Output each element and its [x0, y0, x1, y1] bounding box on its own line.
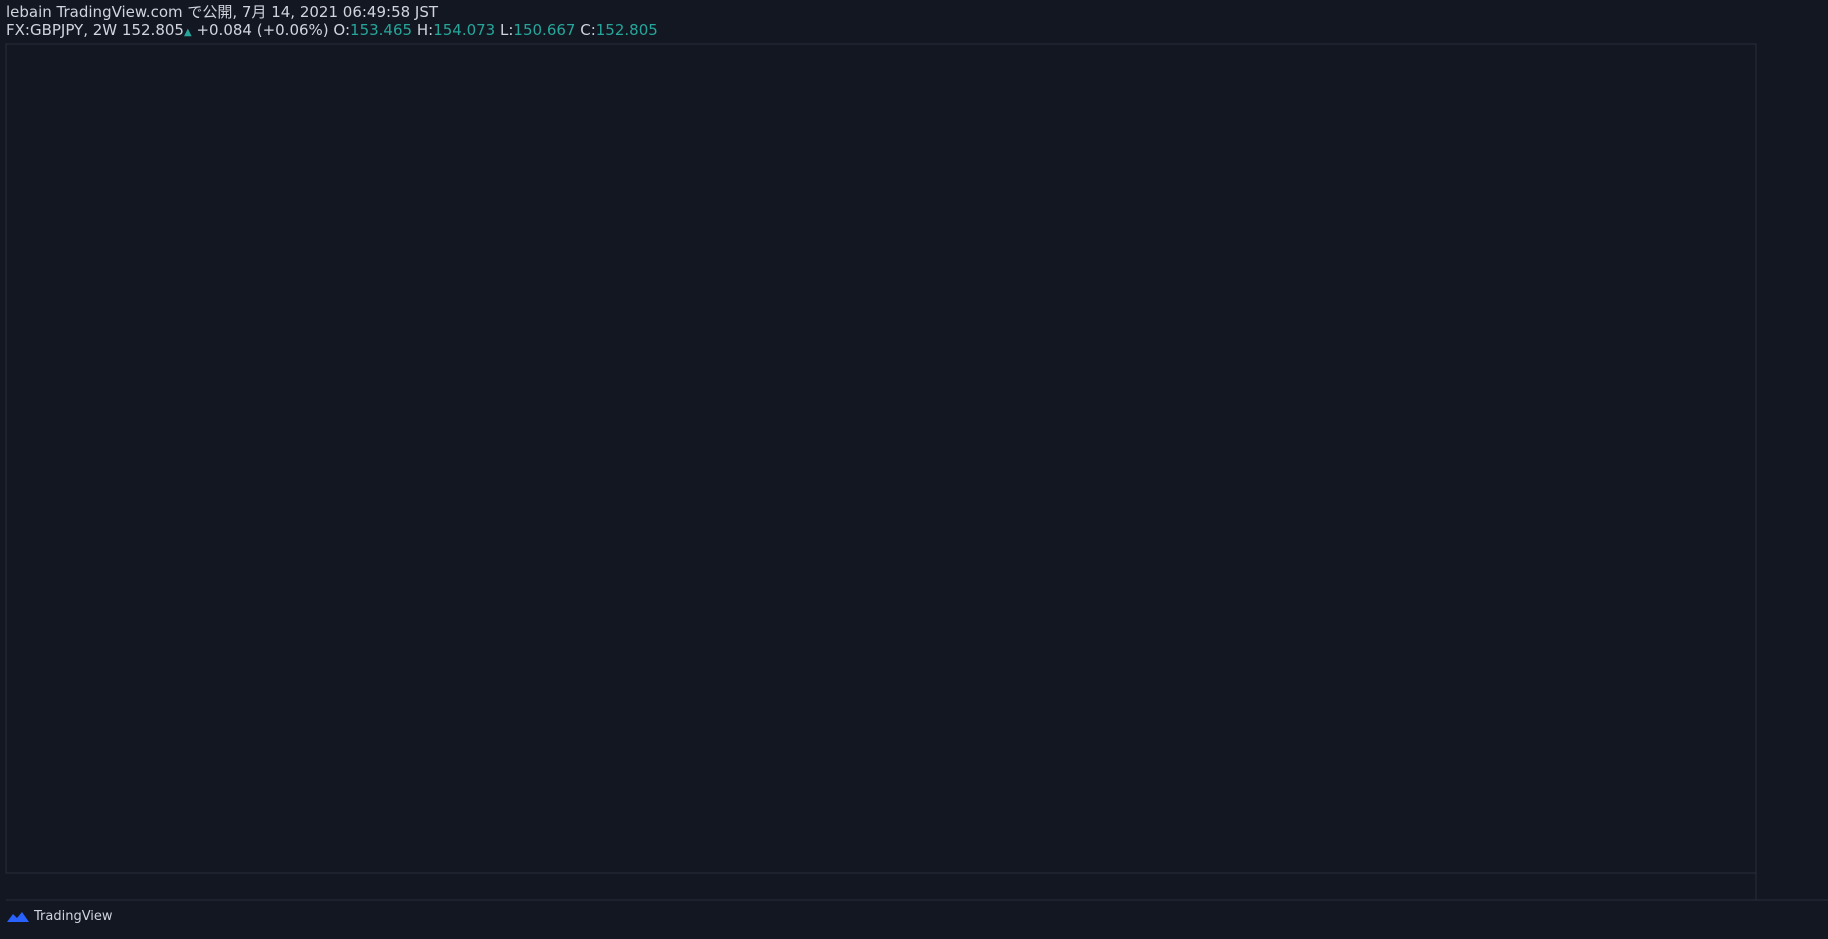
brand-text: TradingView — [34, 909, 113, 924]
ohlc-label: L: — [500, 21, 514, 39]
ohlc-value: 150.667 — [513, 21, 576, 39]
plot-border — [5, 43, 1757, 874]
ohlc-label: H: — [416, 21, 434, 39]
symbol: FX:GBPJPY, 2W — [6, 21, 118, 39]
ohlc-value: 154.073 — [433, 21, 496, 39]
brand-icon — [7, 911, 29, 922]
arrow: ▲ — [183, 27, 192, 38]
ohlc-label: C: — [580, 21, 596, 39]
quote-line: FX:GBPJPY, 2W 152.805▲ +0.084 (+0.06%) O… — [6, 21, 658, 42]
ohlc-value: 153.465 — [350, 21, 413, 39]
ohlc-value: 152.805 — [595, 21, 658, 39]
header: lebain TradingView.com で公開, 7月 14, 2021 … — [6, 3, 658, 42]
publish-line: lebain TradingView.com で公開, 7月 14, 2021 … — [6, 3, 439, 21]
last: 152.805 — [121, 21, 184, 39]
change: +0.084 (+0.06%) — [196, 21, 329, 39]
ohlc-label: O: — [333, 21, 351, 39]
brand: TradingView — [6, 909, 113, 924]
